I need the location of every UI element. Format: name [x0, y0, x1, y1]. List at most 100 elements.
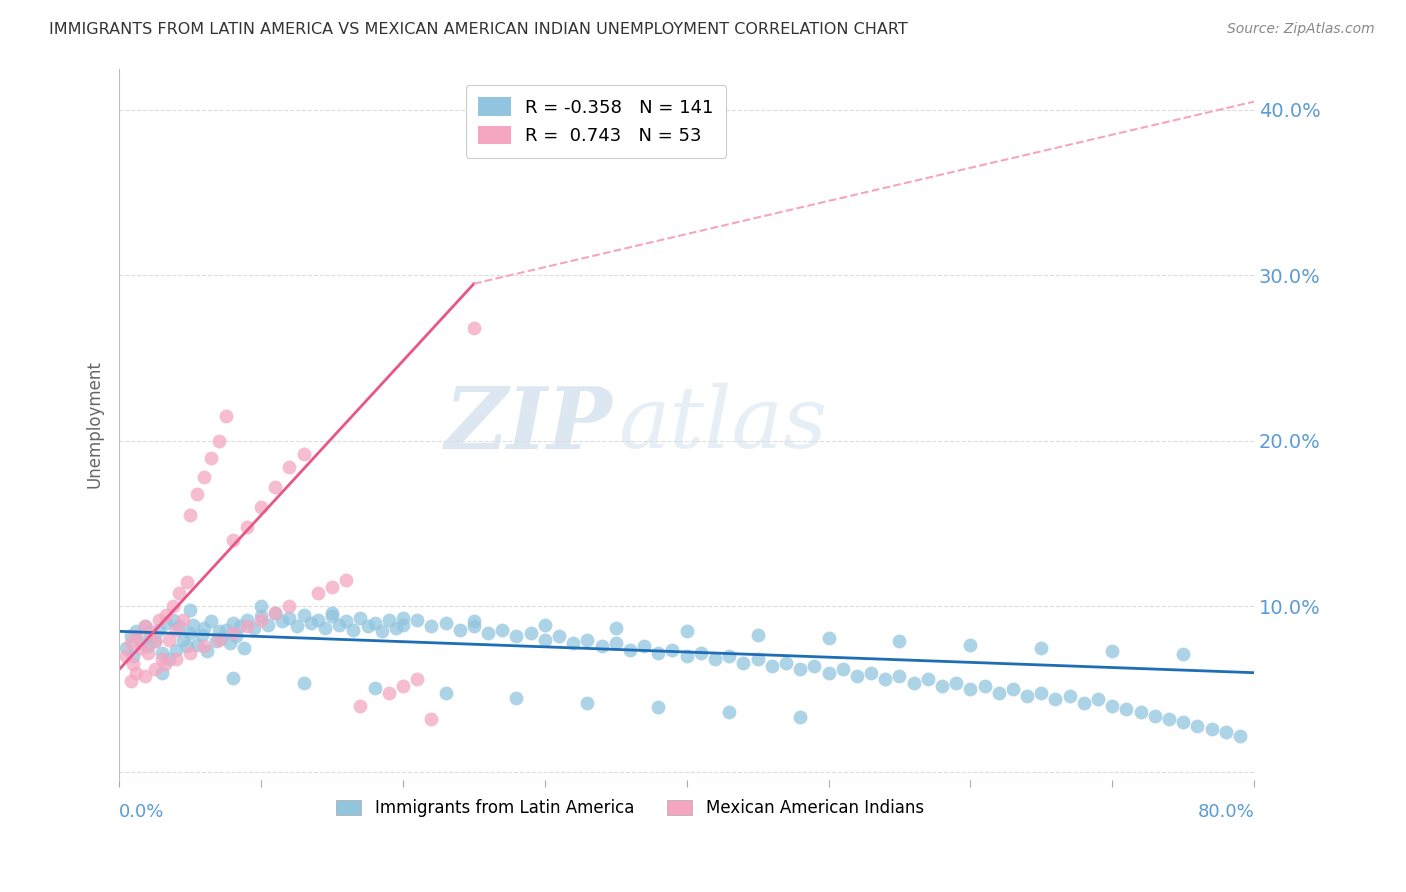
Point	[165, 623, 187, 637]
Point	[186, 487, 208, 501]
Point	[761, 659, 783, 673]
Point	[392, 679, 415, 693]
Point	[1059, 689, 1081, 703]
Point	[190, 627, 212, 641]
Point	[209, 631, 232, 645]
Point	[134, 619, 156, 633]
Point	[120, 673, 142, 688]
Point	[307, 613, 329, 627]
Point	[200, 450, 222, 465]
Point	[747, 652, 769, 666]
Point	[463, 615, 485, 629]
Point	[321, 609, 343, 624]
Point	[148, 613, 170, 627]
Point	[1157, 712, 1180, 726]
Point	[1017, 689, 1039, 703]
Point	[1143, 708, 1166, 723]
Point	[264, 480, 287, 494]
Point	[139, 624, 162, 639]
Text: ZIP: ZIP	[446, 383, 613, 467]
Point	[165, 642, 187, 657]
Point	[143, 662, 166, 676]
Point	[1229, 729, 1251, 743]
Point	[155, 615, 177, 630]
Point	[167, 619, 190, 633]
Point	[200, 615, 222, 629]
Point	[534, 617, 557, 632]
Point	[148, 623, 170, 637]
Point	[285, 619, 308, 633]
Point	[181, 617, 204, 632]
Point	[122, 649, 145, 664]
Point	[392, 611, 415, 625]
Point	[222, 533, 245, 548]
Point	[243, 621, 266, 635]
Point	[157, 632, 180, 647]
Point	[987, 685, 1010, 699]
Point	[207, 624, 229, 639]
Point	[463, 619, 485, 633]
Point	[125, 629, 148, 643]
Point	[214, 623, 236, 637]
Point	[363, 681, 385, 695]
Point	[1215, 725, 1237, 739]
Point	[299, 615, 322, 630]
Point	[349, 698, 371, 713]
Point	[945, 675, 967, 690]
Point	[931, 679, 953, 693]
Point	[675, 624, 697, 639]
Point	[817, 665, 839, 680]
Point	[120, 629, 142, 643]
Point	[222, 615, 245, 630]
Point	[1073, 696, 1095, 710]
Point	[860, 665, 883, 680]
Point	[129, 640, 152, 655]
Point	[150, 665, 173, 680]
Point	[534, 632, 557, 647]
Point	[505, 690, 527, 705]
Point	[449, 623, 471, 637]
Point	[434, 615, 457, 630]
Point	[150, 646, 173, 660]
Point	[222, 671, 245, 685]
Point	[775, 656, 797, 670]
Point	[250, 609, 273, 624]
Text: Source: ZipAtlas.com: Source: ZipAtlas.com	[1227, 22, 1375, 37]
Point	[179, 646, 201, 660]
Point	[889, 669, 911, 683]
Point	[214, 409, 236, 424]
Point	[136, 646, 159, 660]
Point	[378, 613, 401, 627]
Point	[167, 586, 190, 600]
Point	[165, 652, 187, 666]
Point	[519, 626, 541, 640]
Point	[903, 675, 925, 690]
Point	[172, 632, 194, 647]
Point	[278, 460, 301, 475]
Point	[136, 639, 159, 653]
Point	[278, 599, 301, 614]
Point	[292, 675, 315, 690]
Point	[356, 619, 378, 633]
Point	[647, 700, 669, 714]
Point	[420, 619, 443, 633]
Point	[219, 636, 242, 650]
Point	[129, 636, 152, 650]
Point	[363, 615, 385, 630]
Point	[917, 673, 939, 687]
Point	[733, 656, 755, 670]
Point	[236, 520, 259, 534]
Point	[718, 706, 741, 720]
Point	[1173, 648, 1195, 662]
Point	[661, 642, 683, 657]
Point	[193, 621, 215, 635]
Point	[278, 611, 301, 625]
Point	[548, 629, 571, 643]
Point	[647, 646, 669, 660]
Point	[222, 626, 245, 640]
Point	[1201, 722, 1223, 736]
Point	[562, 636, 585, 650]
Point	[477, 626, 499, 640]
Point	[321, 606, 343, 620]
Point	[134, 619, 156, 633]
